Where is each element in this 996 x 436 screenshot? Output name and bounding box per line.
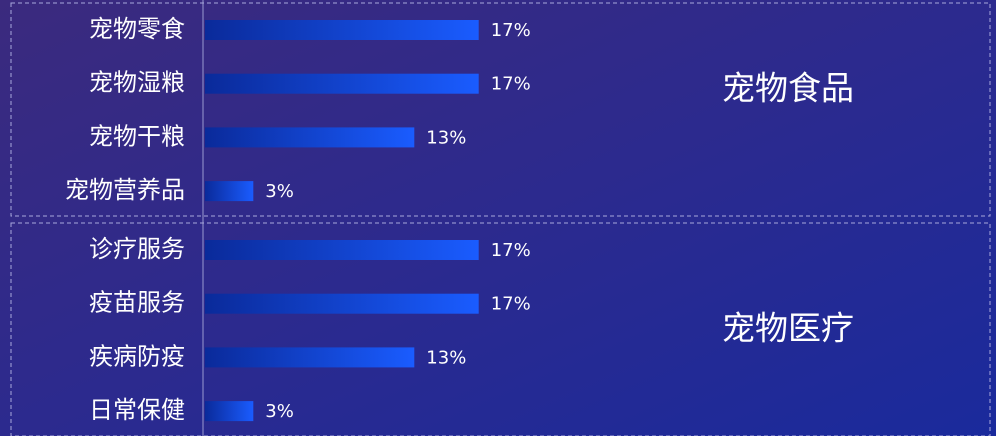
- bar: [205, 181, 254, 202]
- value-label: 13%: [426, 127, 466, 148]
- category-label: 宠物湿粮: [89, 69, 185, 97]
- group-box: [10, 2, 991, 217]
- bar: [205, 127, 415, 148]
- value-label: 17%: [491, 74, 531, 95]
- bar: [205, 240, 479, 260]
- value-label: 3%: [265, 181, 294, 202]
- bar: [205, 293, 479, 314]
- category-label: 日常保健: [89, 396, 185, 424]
- group-box: [10, 222, 991, 436]
- value-label: 17%: [491, 294, 531, 315]
- category-label: 宠物营养品: [65, 176, 185, 204]
- category-label: 诊疗服务: [89, 235, 185, 263]
- category-label: 疾病防疫: [89, 342, 185, 370]
- bar: [205, 73, 479, 94]
- category-label: 宠物零食: [89, 15, 185, 43]
- value-label: 3%: [265, 401, 294, 422]
- bar: [205, 347, 415, 368]
- value-label: 13%: [426, 347, 466, 368]
- value-label: 17%: [491, 20, 531, 41]
- group-label: 宠物食品: [722, 69, 854, 108]
- category-label: 疫苗服务: [89, 289, 185, 317]
- bar: [205, 401, 254, 422]
- bar: [205, 20, 479, 40]
- category-label: 宠物干粮: [89, 122, 185, 150]
- group-label: 宠物医疗: [722, 309, 854, 348]
- value-label: 17%: [491, 240, 531, 261]
